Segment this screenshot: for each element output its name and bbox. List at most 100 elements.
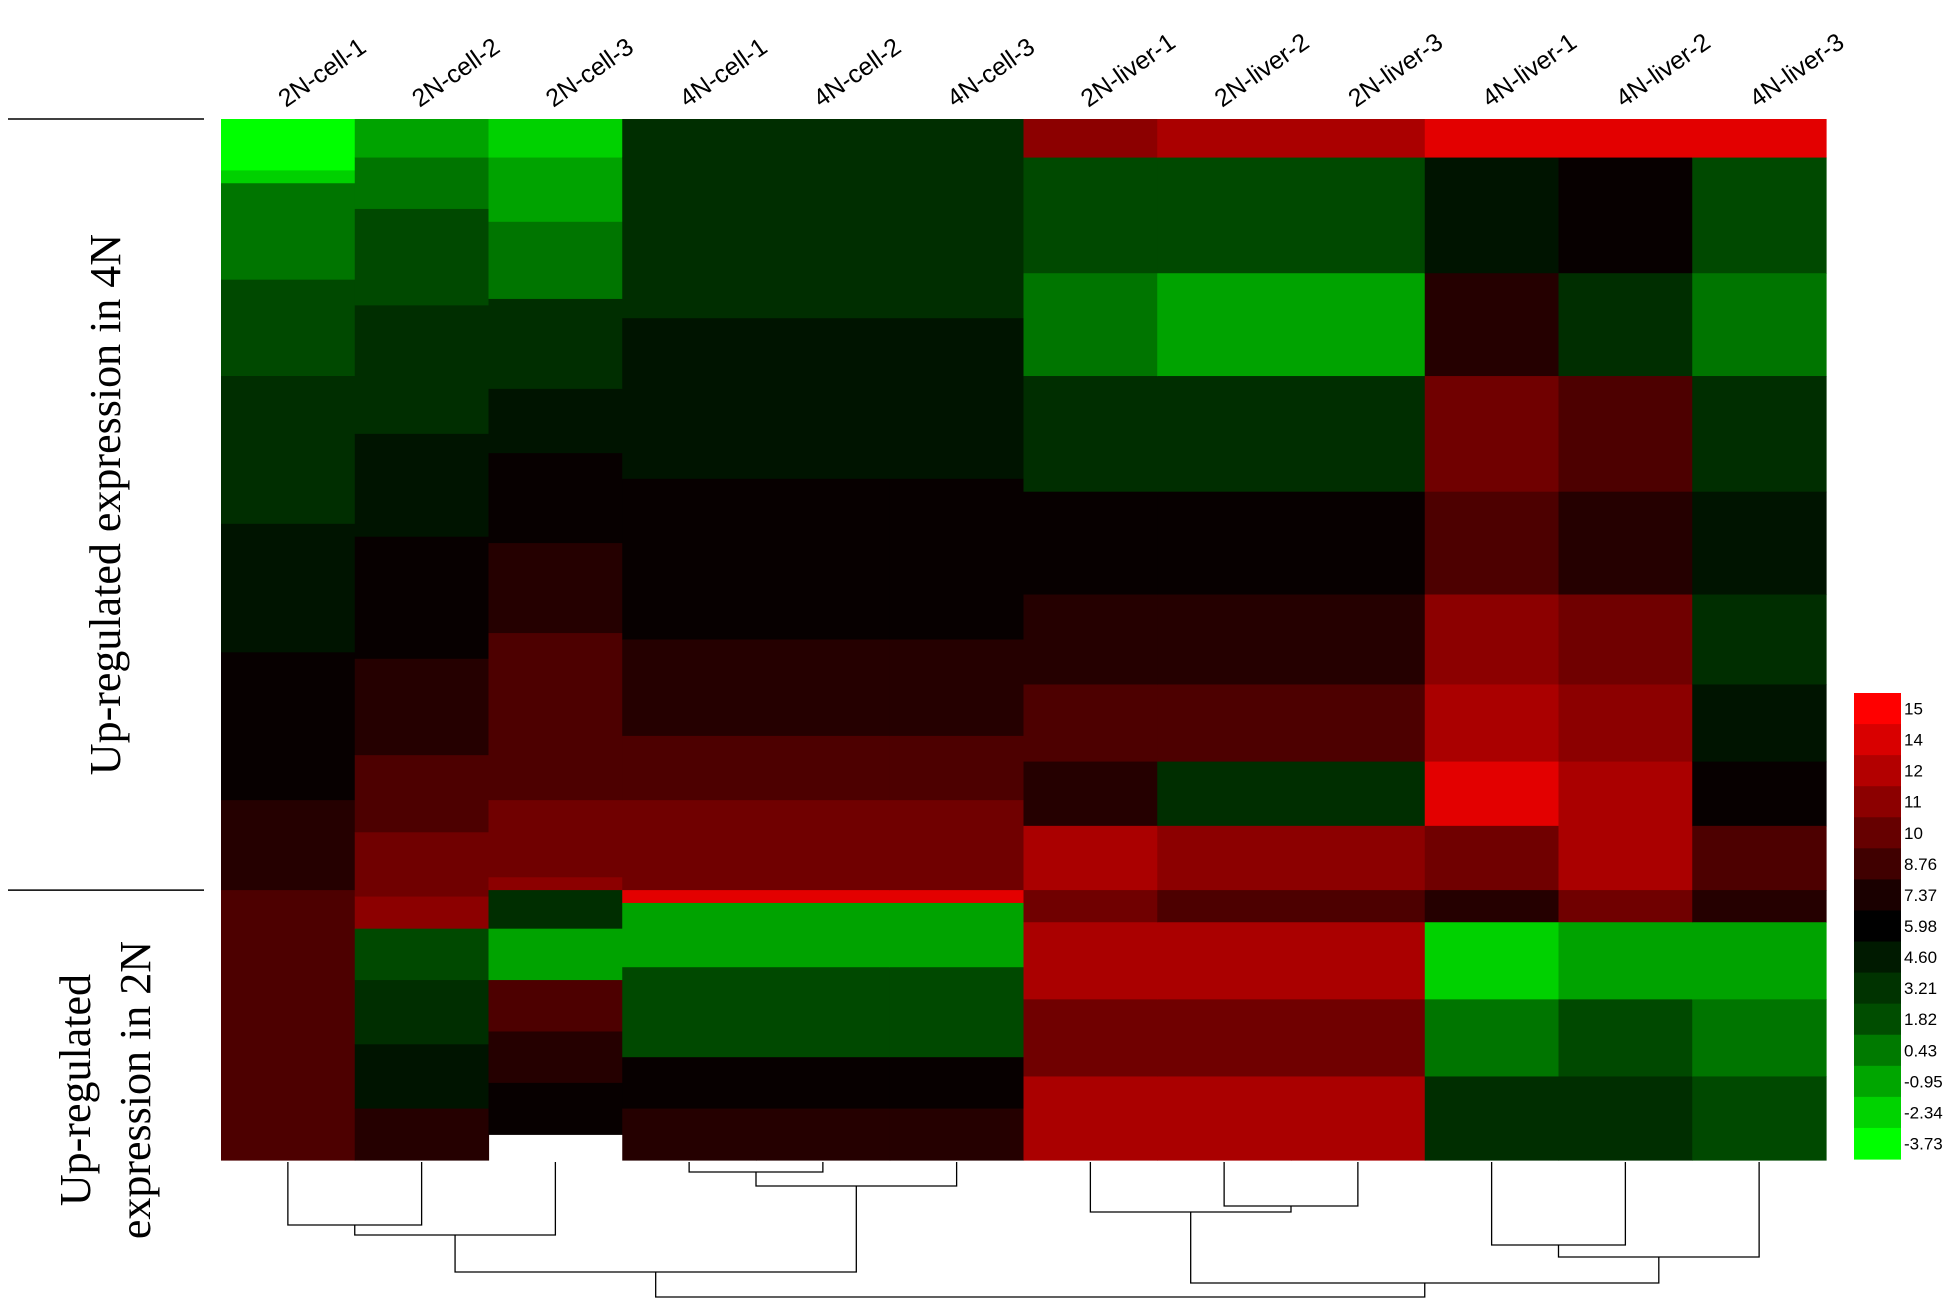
- heatmap-cell: [488, 298, 623, 390]
- heatmap-cell: [488, 221, 623, 300]
- heatmap-cell: [1157, 761, 1292, 827]
- heatmap-cell: [622, 639, 757, 737]
- heatmap-cell: [1157, 684, 1292, 763]
- legend-swatch: [1854, 910, 1901, 943]
- heatmap-cell: [1023, 825, 1158, 891]
- heatmap-cell: [1291, 825, 1426, 891]
- heatmap-cell: [1558, 1076, 1693, 1161]
- heatmap-cell: [221, 376, 356, 525]
- heatmap-cell: [1424, 922, 1560, 1000]
- legend-swatch: [1854, 848, 1901, 880]
- heatmap-cell: [488, 877, 623, 891]
- heatmap-cell: [488, 388, 623, 454]
- heatmap-cell: [1424, 1076, 1560, 1161]
- heatmap-cell: [1157, 999, 1292, 1078]
- heatmap-cell: [1692, 825, 1827, 891]
- heatmap-cell: [1558, 157, 1693, 274]
- heatmap-cell: [622, 967, 757, 1058]
- heatmap-cell: [488, 890, 623, 930]
- heatmap-cell: [1424, 273, 1560, 377]
- heatmap-cell: [1157, 491, 1292, 596]
- legend-tick-label: 1.82: [1904, 1010, 1937, 1029]
- heatmap-cell: [488, 633, 623, 711]
- dendrogram-branch: [1490, 1162, 1627, 1246]
- heatmap-cell: [488, 710, 623, 801]
- heatmap-cell: [1424, 999, 1560, 1078]
- heatmap-cell: [1558, 376, 1693, 493]
- heatmap-cell: [1424, 119, 1560, 159]
- heatmap-cell: [1424, 376, 1560, 493]
- heatmap-cell: [488, 453, 623, 544]
- dendrogram-branch: [287, 1162, 423, 1226]
- legend-tick-label: 15: [1904, 700, 1923, 719]
- heatmap-cell: [889, 318, 1025, 480]
- heatmap-cell: [756, 478, 891, 641]
- heatmap-cell: [1157, 273, 1292, 377]
- heatmap-cell: [1291, 119, 1426, 159]
- heatmap-cell: [1424, 825, 1560, 891]
- legend-tick-label: 3.21: [1904, 979, 1937, 998]
- heatmap-cell: [622, 157, 757, 319]
- heatmap-cell: [756, 157, 891, 319]
- row-group-label: Up-regulated expression in 4N: [81, 234, 130, 775]
- heatmap-cell: [756, 902, 891, 968]
- heatmap-cell: [1558, 119, 1693, 159]
- heatmap-cell: [354, 755, 490, 833]
- heatmap-cell: [1424, 761, 1560, 827]
- heatmap-cell: [1424, 594, 1560, 686]
- heatmap-cell: [488, 157, 623, 223]
- column-label: 2N-liver-1: [1076, 28, 1181, 113]
- heatmap-cell: [354, 208, 490, 306]
- legend-swatch: [1854, 755, 1901, 787]
- heatmap-cell: [1558, 684, 1693, 763]
- heatmap-cell: [756, 890, 891, 904]
- heatmap-cell: [622, 735, 757, 801]
- legend-swatch: [1854, 817, 1901, 849]
- legend-swatch: [1854, 786, 1901, 818]
- heatmap-cell: [889, 119, 1025, 159]
- heatmap-cell: [756, 800, 891, 891]
- heatmap-cells: [221, 119, 1827, 1161]
- heatmap-cell: [889, 735, 1025, 801]
- heatmap-cell: [889, 902, 1025, 968]
- heatmap-cell: [488, 928, 623, 981]
- row-group-label: expression in 2N: [111, 941, 160, 1239]
- column-label: 4N-cell-2: [808, 33, 906, 113]
- heatmap-cell: [1558, 999, 1693, 1078]
- heatmap-cell: [221, 119, 356, 172]
- heatmap-cell: [221, 183, 356, 281]
- heatmap-cell: [354, 536, 490, 660]
- heatmap-cell: [1558, 491, 1693, 596]
- legend-swatch: [1854, 1096, 1901, 1129]
- heatmap-cell: [221, 279, 356, 377]
- heatmap-cell: [1692, 684, 1827, 763]
- column-label: 2N-cell-2: [407, 33, 505, 113]
- dendrogram-branch: [755, 1162, 958, 1187]
- heatmap-cell: [1157, 890, 1292, 923]
- heatmap-cell: [1157, 376, 1292, 493]
- legend-tick-label: 12: [1904, 762, 1923, 781]
- heatmap-cell: [1558, 761, 1693, 827]
- heatmap-cell: [622, 1108, 757, 1161]
- legend-tick-label: 11: [1904, 793, 1922, 812]
- heatmap-cell: [1291, 684, 1426, 763]
- heatmap-cell: [1157, 1076, 1292, 1161]
- column-label: 2N-cell-1: [273, 33, 371, 113]
- heatmap-cell: [354, 305, 490, 435]
- heatmap-cell: [622, 1057, 757, 1110]
- heatmap-cell: [1692, 1076, 1827, 1161]
- dendrogram-branch: [1089, 1162, 1292, 1213]
- heatmap-cell: [1424, 157, 1560, 274]
- heatmap-cell: [1692, 594, 1827, 686]
- heatmap-cell: [1023, 999, 1158, 1078]
- heatmap-cell: [622, 318, 757, 480]
- heatmap-cell: [1291, 273, 1426, 377]
- heatmap-cell: [889, 800, 1025, 891]
- heatmap-cell: [354, 1044, 490, 1110]
- heatmap-cell: [1023, 761, 1158, 827]
- heatmap-cell: [622, 890, 757, 904]
- column-label: 2N-cell-3: [541, 33, 639, 113]
- heatmap-cell: [1692, 119, 1827, 159]
- heatmap-cell: [1692, 157, 1827, 274]
